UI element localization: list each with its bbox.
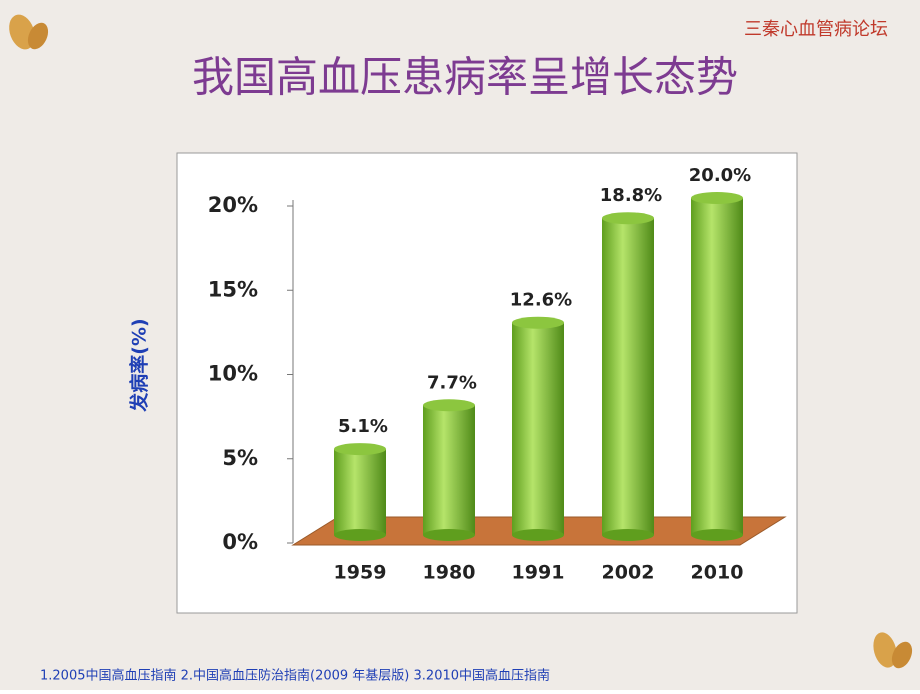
y-tick-label: 20% xyxy=(208,193,258,217)
x-tick-label: 2002 xyxy=(602,562,655,584)
slide-title: 我国高血压患病率呈增长态势 xyxy=(192,53,738,102)
y-axis-label: 发病率(%) xyxy=(128,318,151,412)
bar xyxy=(334,449,386,535)
bar-base xyxy=(602,529,654,541)
value-label: 7.7% xyxy=(427,372,477,393)
y-tick-label: 15% xyxy=(208,277,258,301)
bar-cap xyxy=(691,192,743,204)
x-tick-label: 2010 xyxy=(691,562,744,584)
bar xyxy=(602,218,654,535)
bar-cap xyxy=(423,399,475,412)
bar-base xyxy=(423,529,475,541)
bar-cap xyxy=(602,212,654,225)
value-label: 18.8% xyxy=(600,185,662,206)
x-tick-label: 1980 xyxy=(423,562,476,584)
y-tick-label: 10% xyxy=(208,362,258,386)
x-tick-label: 1959 xyxy=(334,562,387,584)
watermark: 三秦心血管病论坛 xyxy=(744,19,888,40)
bar xyxy=(423,405,475,535)
bar-cap xyxy=(334,443,386,456)
bar-base xyxy=(334,529,386,541)
x-tick-label: 1991 xyxy=(512,562,565,584)
bar xyxy=(512,322,564,535)
bar-cap xyxy=(512,316,564,329)
bar-base xyxy=(512,529,564,541)
bar xyxy=(691,198,743,535)
y-tick-label: 5% xyxy=(222,446,258,470)
butterfly xyxy=(873,632,913,669)
footnote: 1.2005中国高血压指南 2.中国高血压防治指南(2009 年基层版) 3.2… xyxy=(40,668,550,684)
butterfly xyxy=(9,14,49,50)
value-label: 12.6% xyxy=(510,290,572,311)
value-label: 20.0% xyxy=(689,165,751,186)
bar-base xyxy=(691,529,743,541)
value-label: 5.1% xyxy=(338,416,388,437)
y-tick-label: 0% xyxy=(222,530,258,554)
